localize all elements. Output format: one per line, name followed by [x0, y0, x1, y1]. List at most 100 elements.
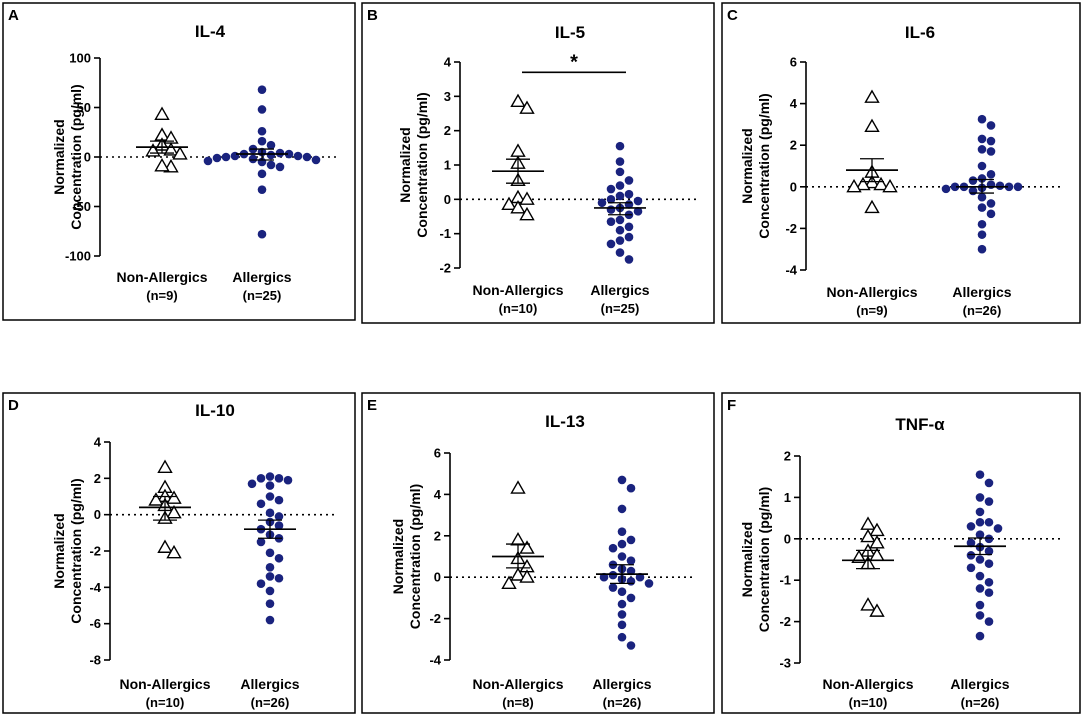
y-axis-label-line: Normalized [397, 127, 413, 202]
y-tick-label: 0 [444, 192, 451, 207]
data-point [617, 599, 627, 609]
data-point [851, 549, 867, 564]
data-point [617, 527, 627, 536]
data-point [166, 544, 182, 559]
y-tick-label: -6 [89, 616, 101, 631]
data-point [873, 176, 889, 191]
x-category-n-label: (n=10) [849, 695, 888, 710]
data-point [519, 206, 535, 221]
x-category-n-label: (n=8) [502, 695, 533, 710]
y-tick-label: -2 [785, 221, 797, 236]
y-axis-label: NormalizedConcentration (pg/ml) [51, 478, 84, 623]
x-category-label: Allergics [592, 676, 651, 692]
chart-title: IL-13 [545, 412, 585, 431]
data-point [615, 157, 625, 166]
y-tick-label: -50 [72, 199, 91, 214]
data-point [864, 199, 880, 214]
panel-frame [721, 2, 1081, 324]
data-point [615, 236, 625, 245]
data-point [633, 207, 643, 216]
data-point [860, 516, 876, 530]
y-tick-label: 6 [434, 446, 441, 461]
data-point [864, 89, 880, 103]
panel-frame [2, 392, 356, 714]
data-point [265, 472, 275, 481]
panel-frame [361, 392, 715, 714]
chart-title: IL-5 [555, 23, 585, 42]
y-axis-label: NormalizedConcentration (pg/ml) [397, 92, 430, 237]
y-tick-label: 0 [434, 570, 441, 585]
significance-marker: * [570, 51, 578, 73]
group-allergics: Allergics (n=26) [240, 472, 300, 710]
y-tick-label: -4 [89, 580, 101, 595]
data-point [633, 196, 643, 206]
y-tick-label: 1 [784, 490, 791, 505]
y-axis-label-line: Concentration (pg/ml) [414, 92, 430, 237]
data-point [968, 186, 978, 196]
data-point [975, 530, 985, 539]
data-point [606, 195, 616, 204]
x-category-n-label: (n=10) [499, 301, 538, 316]
chart-title: IL-4 [195, 22, 226, 41]
y-tick-label: 2 [434, 528, 441, 543]
data-point [248, 154, 258, 164]
data-point [266, 150, 276, 160]
y-axis-label: NormalizedConcentration (pg/ml) [739, 93, 772, 238]
data-point [608, 543, 618, 553]
data-point [617, 587, 627, 596]
data-point [212, 153, 222, 163]
data-point [293, 151, 303, 161]
panel-frame [721, 392, 1081, 714]
data-point [882, 178, 898, 193]
group-allergics: Allergics (n=26) [950, 470, 1010, 710]
data-point [975, 584, 985, 593]
y-tick-label: 0 [790, 179, 797, 194]
y-tick-label: 6 [790, 55, 797, 70]
x-category-label: Non-Allergics [472, 282, 563, 298]
chart-title: IL-6 [905, 23, 935, 42]
data-point [154, 157, 170, 172]
data-point [257, 169, 267, 179]
data-point [986, 136, 996, 146]
data-point [984, 517, 994, 527]
data-point [265, 572, 275, 581]
data-point [984, 534, 994, 544]
y-axis-label-line: Concentration (pg/ml) [756, 93, 772, 238]
data-point [975, 470, 985, 479]
data-point [975, 517, 985, 527]
chart-title: TNF-α [895, 415, 945, 434]
panel-letter: C [727, 7, 738, 24]
data-point [265, 492, 275, 501]
data-point [274, 553, 284, 563]
data-point [860, 528, 876, 543]
data-point [977, 219, 987, 229]
x-category-label: Non-Allergics [472, 676, 563, 692]
data-point [626, 556, 636, 565]
data-point [501, 196, 517, 211]
data-point [510, 200, 526, 214]
panel-a: A IL-4 100 50 0 -50 -100 NormalizedConcentratio… [2, 2, 356, 321]
data-point [624, 222, 634, 232]
data-point [966, 563, 976, 573]
data-point [617, 632, 627, 642]
data-point [626, 535, 636, 545]
data-point [247, 479, 257, 489]
x-category-label: Allergics [950, 676, 1009, 692]
data-point [597, 198, 607, 208]
data-point [984, 588, 994, 597]
data-point [869, 603, 885, 617]
data-point [977, 244, 987, 254]
data-point [157, 539, 173, 553]
x-category-label: Non-Allergics [119, 676, 210, 692]
data-point [986, 170, 996, 179]
data-point [966, 538, 976, 548]
y-axis-label-line: Concentration (pg/ml) [756, 487, 772, 632]
data-point [265, 481, 275, 490]
data-point [510, 567, 526, 581]
data-point [148, 492, 164, 506]
data-point [977, 203, 987, 212]
data-point [606, 239, 616, 249]
data-point [977, 161, 987, 171]
data-point [977, 114, 987, 124]
y-tick-label: -2 [779, 614, 791, 629]
